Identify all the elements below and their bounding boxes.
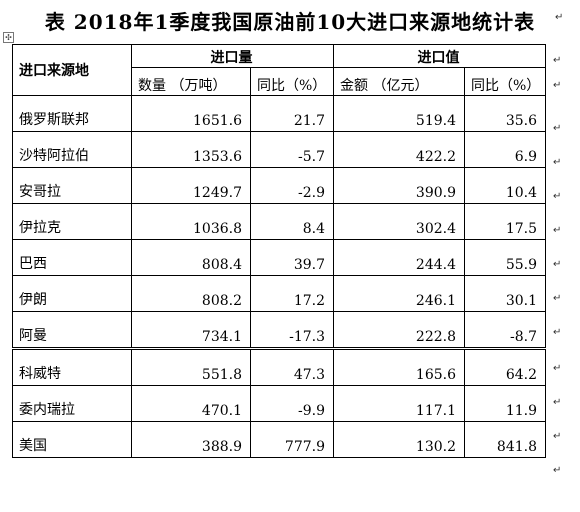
paragraph-mark-icon: ↵ bbox=[553, 191, 562, 202]
qty-yoy-cell: 47.3 bbox=[250, 347, 334, 386]
qty-cell: 388.9 bbox=[131, 421, 251, 458]
paragraph-mark-icon: ↵ bbox=[553, 327, 562, 338]
qty-cell: 1249.7 bbox=[131, 167, 251, 204]
country-cell: 美国 bbox=[12, 421, 132, 458]
table-row: 美国 388.9 777.9 130.2 841.8 bbox=[12, 421, 546, 458]
amount-cell: 390.9 bbox=[333, 167, 465, 204]
header-value-amount: 金额 （亿元） bbox=[333, 67, 465, 96]
table-row: 沙特阿拉伯 1353.6 -5.7 422.2 6.9 bbox=[12, 131, 546, 168]
qty-cell: 1651.6 bbox=[131, 95, 251, 132]
qty-cell: 470.1 bbox=[131, 385, 251, 422]
amount-cell: 117.1 bbox=[333, 385, 465, 422]
qty-yoy-cell: 8.4 bbox=[250, 203, 334, 240]
qty-cell: 1036.8 bbox=[131, 203, 251, 240]
header-row-units: 数量 （万吨） 同比（%） 金额 （亿元） 同比（%） bbox=[13, 67, 546, 96]
header-volume: 进口量 bbox=[131, 44, 334, 68]
amount-cell: 130.2 bbox=[333, 421, 465, 458]
paragraph-mark-icon: ↵ bbox=[553, 431, 562, 442]
amount-yoy-cell: 64.2 bbox=[464, 347, 546, 386]
amount-yoy-cell: 30.1 bbox=[464, 275, 546, 312]
paragraph-mark-icon: ↵ bbox=[553, 225, 562, 236]
header-value-yoy: 同比（%） bbox=[464, 67, 546, 96]
amount-cell: 519.4 bbox=[333, 95, 465, 132]
amount-cell: 422.2 bbox=[333, 131, 465, 168]
paragraph-mark-icon: ↵ bbox=[553, 259, 562, 270]
amount-yoy-cell: 6.9 bbox=[464, 131, 546, 168]
qty-cell: 551.8 bbox=[131, 347, 251, 386]
country-cell: 沙特阿拉伯 bbox=[12, 131, 132, 168]
qty-cell: 808.2 bbox=[131, 275, 251, 312]
amount-cell: 222.8 bbox=[333, 311, 465, 349]
amount-yoy-cell: 35.6 bbox=[464, 95, 546, 132]
amount-yoy-cell: 17.5 bbox=[464, 203, 546, 240]
paragraph-mark-icon: ↵ bbox=[553, 80, 562, 91]
paragraph-mark-icon: ↵ bbox=[553, 293, 562, 304]
amount-cell: 302.4 bbox=[333, 203, 465, 240]
qty-yoy-cell: -9.9 bbox=[250, 385, 334, 422]
move-handle-icon[interactable]: ✣ bbox=[3, 32, 14, 43]
country-cell: 安哥拉 bbox=[12, 167, 132, 204]
table-row: 巴西 808.4 39.7 244.4 55.9 bbox=[12, 239, 546, 276]
paragraph-mark-icon: ↵ bbox=[553, 157, 562, 168]
qty-yoy-cell: -2.9 bbox=[250, 167, 334, 204]
table-row: 俄罗斯联邦 1651.6 21.7 519.4 35.6 bbox=[12, 95, 546, 132]
table-row: 委内瑞拉 470.1 -9.9 117.1 11.9 bbox=[12, 385, 546, 422]
amount-yoy-cell: 841.8 bbox=[464, 421, 546, 458]
paragraph-mark-icon: ↵ bbox=[555, 12, 564, 23]
header-source: 进口来源地 bbox=[12, 44, 132, 96]
paragraph-mark-icon: ↵ bbox=[553, 123, 562, 134]
country-cell: 俄罗斯联邦 bbox=[12, 95, 132, 132]
amount-yoy-cell: 55.9 bbox=[464, 239, 546, 276]
country-cell: 巴西 bbox=[12, 239, 132, 276]
qty-yoy-cell: 777.9 bbox=[250, 421, 334, 458]
country-cell: 阿曼 bbox=[12, 311, 132, 349]
import-table: 进口来源地 进口量 进口值 数量 （万吨） 同比（%） 金额 （亿元） 同比（%… bbox=[12, 44, 546, 458]
paragraph-mark-icon: ↵ bbox=[553, 363, 562, 374]
header-value: 进口值 bbox=[333, 44, 546, 68]
table-row: 伊朗 808.2 17.2 246.1 30.1 bbox=[12, 275, 546, 312]
table-row: 科威特 551.8 47.3 165.6 64.2 bbox=[12, 347, 546, 386]
qty-cell: 1353.6 bbox=[131, 131, 251, 168]
qty-cell: 808.4 bbox=[131, 239, 251, 276]
paragraph-mark-icon: ↵ bbox=[553, 465, 562, 476]
country-cell: 委内瑞拉 bbox=[12, 385, 132, 422]
qty-yoy-cell: 21.7 bbox=[250, 95, 334, 132]
country-cell: 科威特 bbox=[12, 347, 132, 386]
header-row-groups: 进口来源地 进口量 进口值 bbox=[12, 44, 546, 96]
header-volume-yoy: 同比（%） bbox=[250, 67, 334, 96]
table-title: 表 2018年1季度我国原油前10大进口来源地统计表 bbox=[44, 10, 536, 34]
qty-yoy-cell: -17.3 bbox=[250, 311, 334, 349]
amount-yoy-cell: 11.9 bbox=[464, 385, 546, 422]
amount-cell: 165.6 bbox=[333, 347, 465, 386]
paragraph-mark-icon: ↵ bbox=[553, 397, 562, 408]
header-volume-qty: 数量 （万吨） bbox=[131, 67, 251, 96]
qty-yoy-cell: 17.2 bbox=[250, 275, 334, 312]
amount-cell: 246.1 bbox=[333, 275, 465, 312]
country-cell: 伊朗 bbox=[12, 275, 132, 312]
qty-yoy-cell: -5.7 bbox=[250, 131, 334, 168]
amount-cell: 244.4 bbox=[333, 239, 465, 276]
paragraph-mark-icon: ↵ bbox=[553, 55, 562, 66]
table-row: 阿曼 734.1 -17.3 222.8 -8.7 bbox=[12, 311, 546, 349]
amount-yoy-cell: -8.7 bbox=[464, 311, 546, 349]
amount-yoy-cell: 10.4 bbox=[464, 167, 546, 204]
qty-yoy-cell: 39.7 bbox=[250, 239, 334, 276]
qty-cell: 734.1 bbox=[131, 311, 251, 349]
table-row: 安哥拉 1249.7 -2.9 390.9 10.4 bbox=[12, 167, 546, 204]
table-row: 伊拉克 1036.8 8.4 302.4 17.5 bbox=[12, 203, 546, 240]
country-cell: 伊拉克 bbox=[12, 203, 132, 240]
